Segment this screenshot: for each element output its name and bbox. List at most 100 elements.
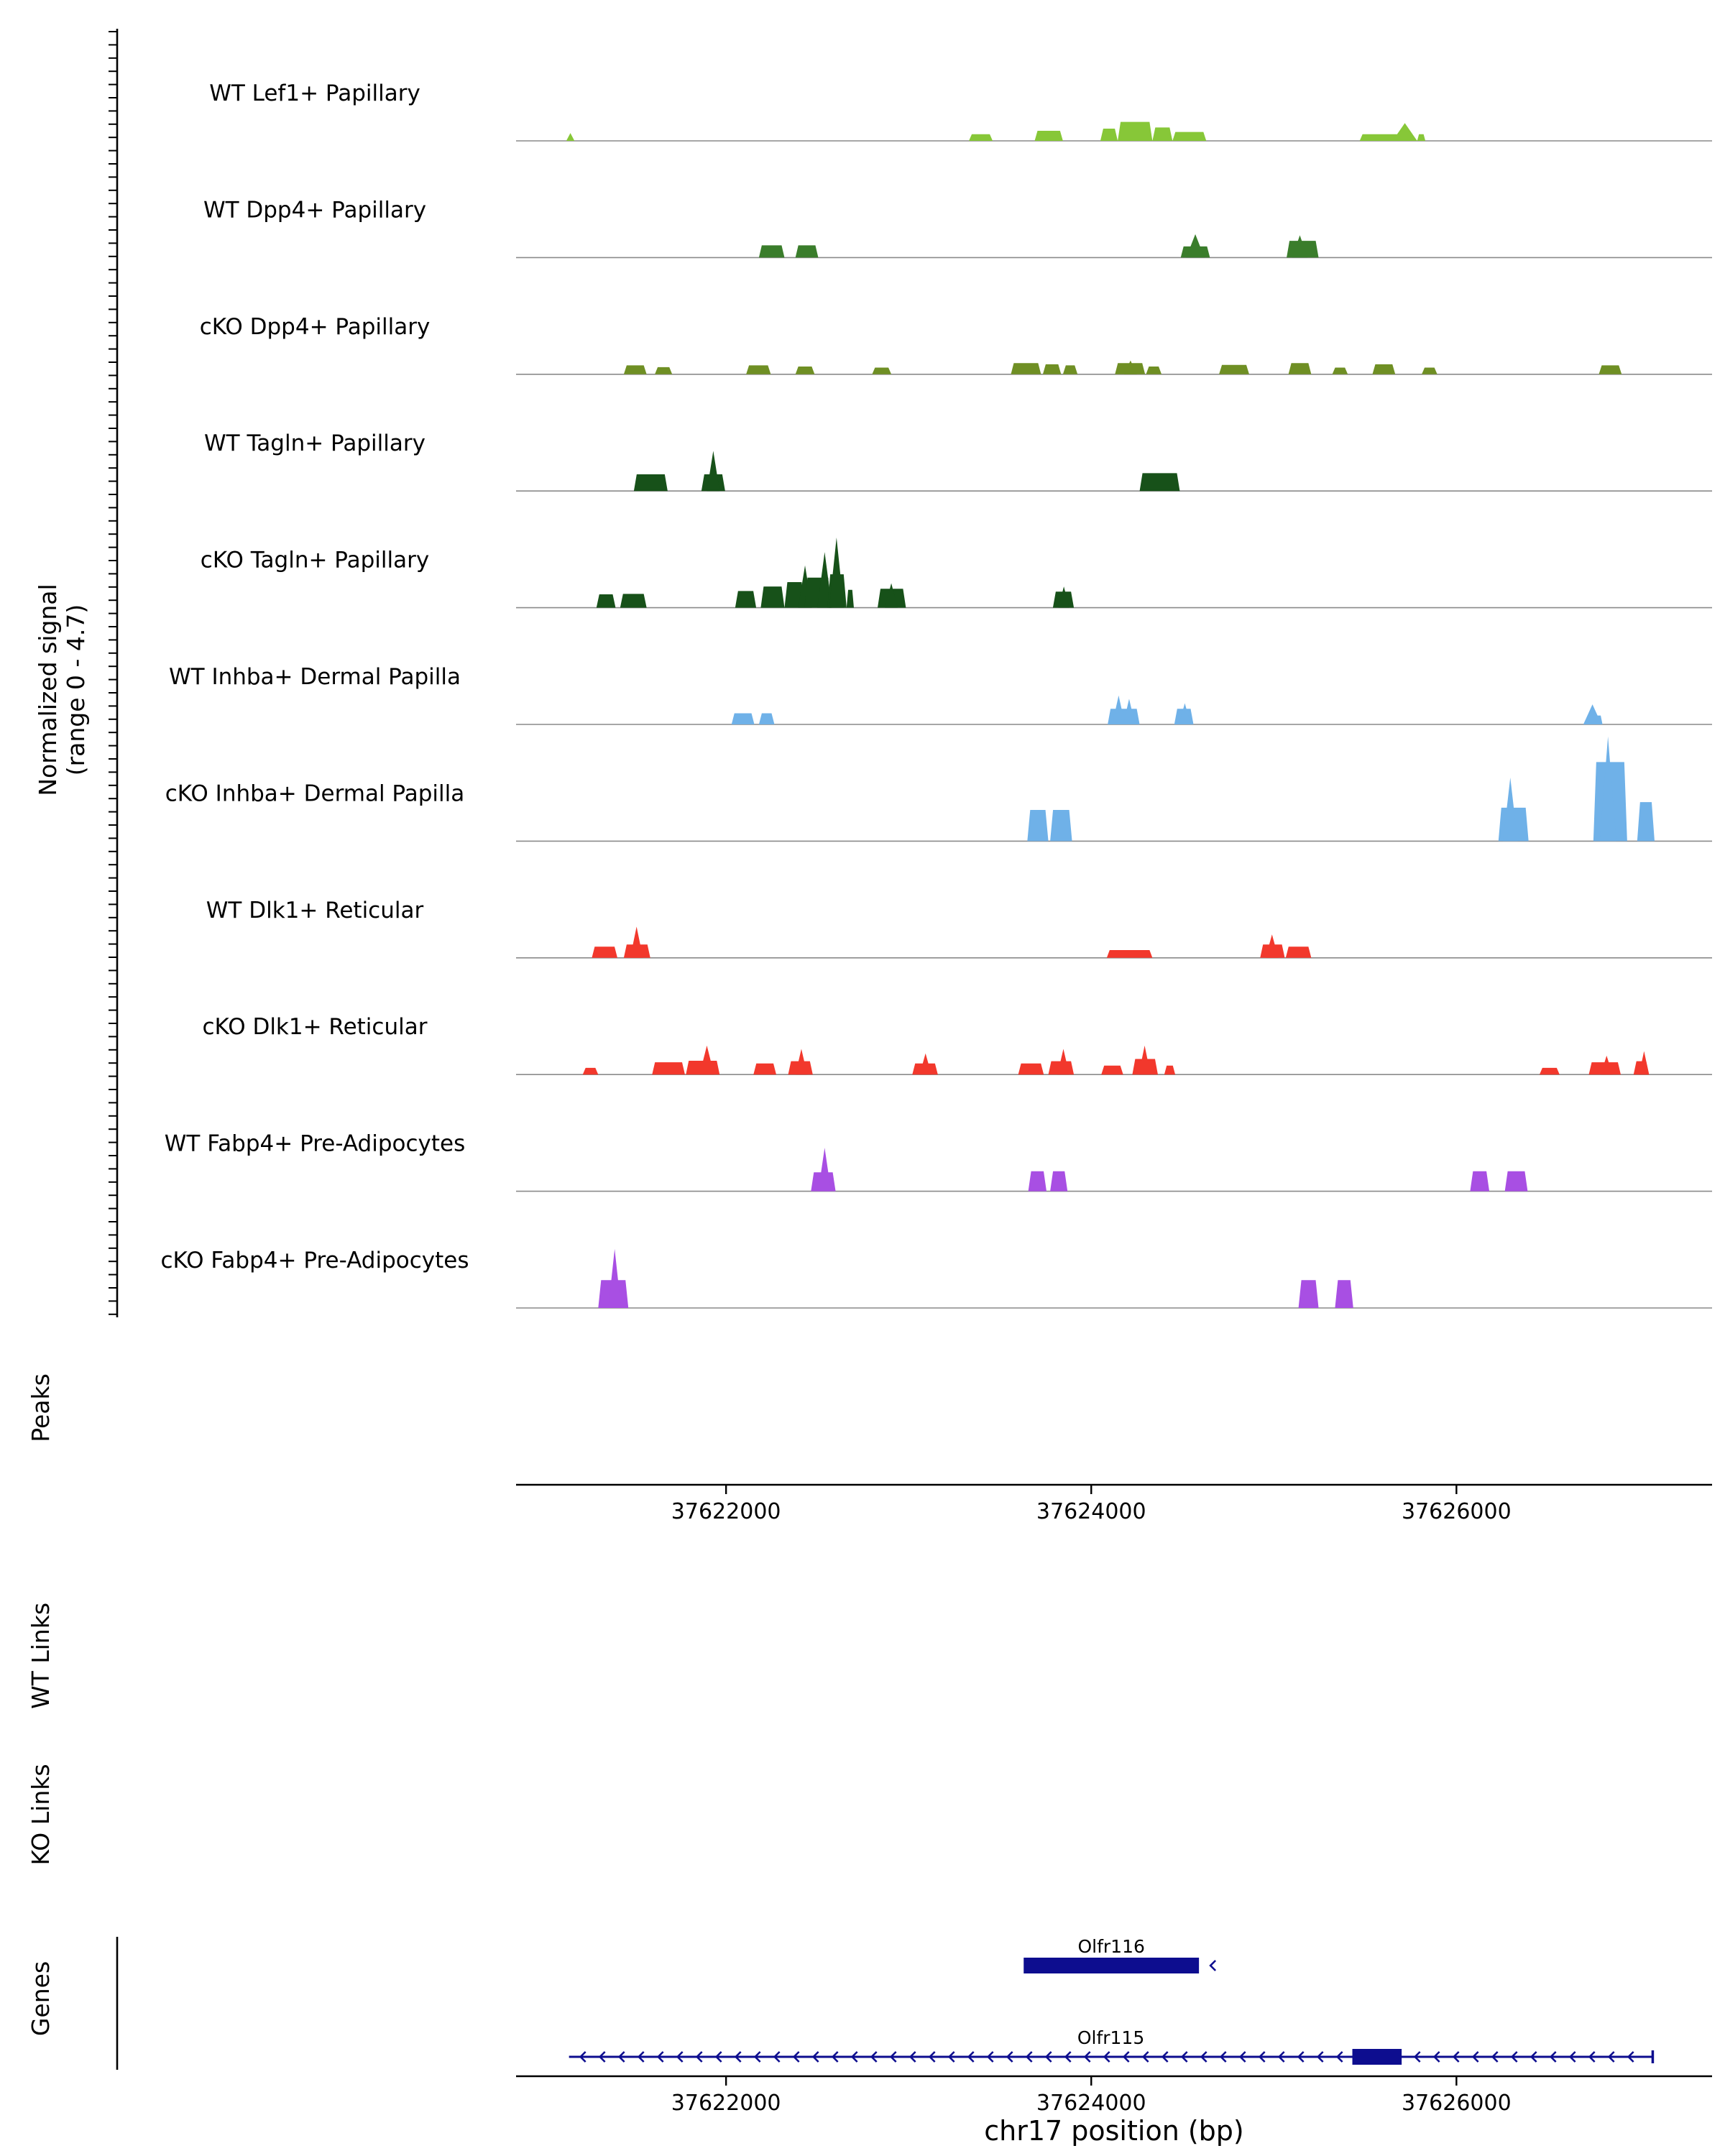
y-axis-label-line2: (range 0 - 4.7) <box>62 604 90 776</box>
signal-peak <box>582 1067 599 1075</box>
gene-name-label: Olfr115 <box>1077 2027 1144 2048</box>
strand-arrow-left-icon <box>1064 2051 1072 2063</box>
signal-peak <box>1042 364 1062 374</box>
signal-peak <box>969 134 993 141</box>
section-label-genes: Genes <box>27 1961 55 2036</box>
signal-peak <box>652 1062 685 1075</box>
signal-peak <box>795 245 819 258</box>
signal-peak <box>1601 1055 1613 1075</box>
signal-peak <box>596 594 616 608</box>
strand-arrow-left-icon <box>714 2051 722 2063</box>
signal-peak <box>1285 946 1312 958</box>
strand-arrow-left-icon <box>1180 2051 1188 2063</box>
signal-peak <box>1106 949 1153 958</box>
signal-peak <box>818 1148 832 1192</box>
signal-peak <box>817 552 832 608</box>
strand-arrow-left-icon <box>1588 2051 1596 2063</box>
strand-arrow-left-icon <box>1161 2051 1169 2063</box>
signal-peak <box>1298 1280 1319 1308</box>
section-label-wt-links: WT Links <box>27 1603 55 1709</box>
signal-peak <box>1392 123 1417 141</box>
signal-peak <box>1186 234 1205 258</box>
signal-peak <box>1539 1067 1560 1075</box>
strand-arrow-left-icon <box>1335 2051 1343 2063</box>
gene-exon <box>1024 1958 1200 1973</box>
signal-peak <box>1219 364 1249 374</box>
signal-peak <box>1372 364 1396 374</box>
signal-peak <box>758 245 785 258</box>
section-label-peaks: Peaks <box>27 1373 55 1442</box>
signal-peak <box>623 365 647 374</box>
signal-peak <box>1100 128 1118 141</box>
strand-arrow-left-icon <box>1083 2051 1091 2063</box>
strand-arrow-left-icon <box>986 2051 994 2063</box>
signal-peak <box>1101 1065 1123 1075</box>
signal-peak <box>1057 1049 1070 1075</box>
gene-exon <box>1352 2049 1402 2065</box>
signal-peak <box>1332 367 1348 374</box>
strand-arrow-left-icon <box>1452 2051 1460 2063</box>
signal-peak <box>1152 127 1173 141</box>
signal-peak <box>746 365 771 374</box>
strand-arrow-left-icon <box>579 2051 586 2063</box>
strand-arrow-left-icon <box>773 2051 781 2063</box>
signal-peak <box>655 367 673 374</box>
genomic-axis-tick-label: 37626000 <box>1402 1499 1512 1524</box>
signal-peak <box>620 594 647 608</box>
strand-arrow-left-icon <box>811 2051 819 2063</box>
section-label-ko-links: KO Links <box>27 1764 55 1865</box>
generated-layer: WT Lef1+ Papillary WT Dpp4+ Papillary cKO … <box>109 29 1712 2116</box>
track-label: cKO Dlk1+ Reticular <box>203 1014 428 1040</box>
signal-peak <box>1422 367 1438 374</box>
signal-peak <box>1058 586 1070 608</box>
signal-peak <box>699 1045 714 1075</box>
strand-arrow-left-icon <box>753 2051 761 2063</box>
strand-arrow-left-icon <box>831 2051 839 2063</box>
signal-peak <box>1139 473 1180 492</box>
signal-peak <box>1146 366 1162 374</box>
track-label: WT Dlk1+ Reticular <box>206 898 424 923</box>
signal-peak <box>872 367 892 374</box>
signal-peak <box>731 713 755 724</box>
strand-arrow-left-icon <box>656 2051 664 2063</box>
strand-arrow-left-icon <box>947 2051 955 2063</box>
signal-peak <box>795 366 815 374</box>
strand-arrow-left-icon <box>1025 2051 1033 2063</box>
signal-peak <box>1504 1171 1528 1192</box>
strand-arrow-left-icon <box>1277 2051 1285 2063</box>
strand-arrow-left-icon <box>967 2051 975 2063</box>
track-label: cKO Inhba+ Dermal Papilla <box>165 780 465 806</box>
track-label: cKO Dpp4+ Papillary <box>200 314 431 340</box>
strand-arrow-left-icon <box>734 2051 742 2063</box>
y-axis-label-line1: Normalized signal <box>34 584 62 796</box>
signal-peak <box>760 586 785 608</box>
strand-arrow-left-icon <box>870 2051 878 2063</box>
signal-peak <box>1292 235 1308 258</box>
signal-peak <box>1288 363 1312 374</box>
strand-arrow-left-icon <box>1209 1960 1217 1971</box>
signal-peak <box>1164 1065 1176 1075</box>
track-label: WT Dpp4+ Papillary <box>203 197 426 223</box>
signal-peak <box>919 1053 932 1075</box>
genomic-axis-tick-label: 37624000 <box>1036 2091 1146 2116</box>
signal-peak <box>608 1248 622 1308</box>
signal-peak <box>846 589 854 608</box>
genomic-axis-tick-label: 37622000 <box>671 1499 781 1524</box>
signal-peak <box>1011 363 1041 374</box>
strand-arrow-left-icon <box>637 2051 645 2063</box>
strand-arrow-left-icon <box>695 2051 703 2063</box>
genomic-axis-tick-label: 37626000 <box>1402 2091 1512 2116</box>
signal-peak <box>1594 715 1603 724</box>
signal-peak <box>1118 121 1153 141</box>
strand-arrow-left-icon <box>1530 2051 1537 2063</box>
signal-peak <box>829 537 845 608</box>
signal-peak <box>1034 131 1063 141</box>
strand-arrow-left-icon <box>908 2051 916 2063</box>
signal-peak <box>753 1063 777 1075</box>
signal-peak <box>1018 1063 1044 1075</box>
signal-peak <box>1172 132 1207 141</box>
strand-arrow-left-icon <box>1316 2051 1324 2063</box>
signal-peak <box>1335 1280 1353 1308</box>
signal-peak <box>1359 134 1400 141</box>
